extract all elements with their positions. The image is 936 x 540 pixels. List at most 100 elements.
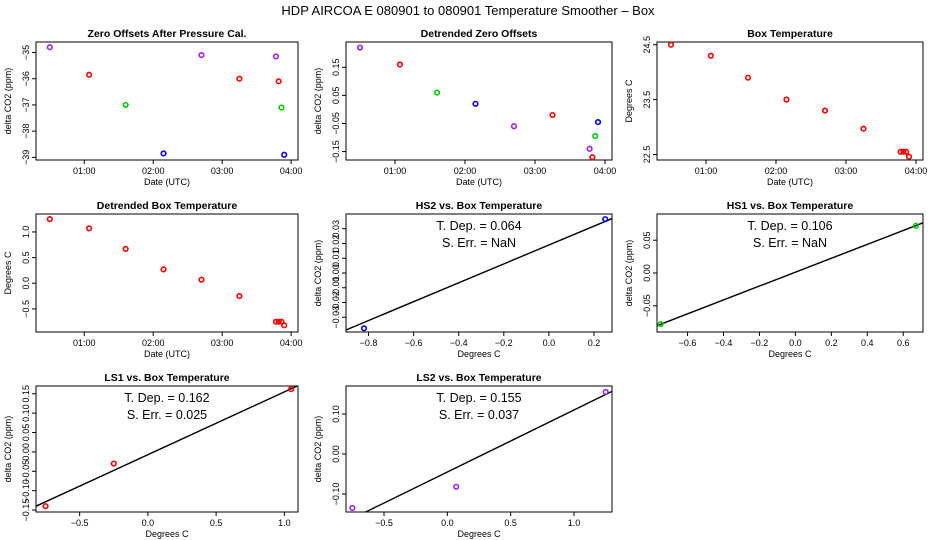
x-tick-label: 03:00 bbox=[835, 166, 858, 176]
x-axis-label: Degrees C bbox=[457, 349, 501, 359]
x-tick-label: 0.2 bbox=[825, 338, 838, 348]
regression-line bbox=[364, 390, 612, 512]
x-tick-label: 0.4 bbox=[861, 338, 874, 348]
x-tick-label: 0.0 bbox=[543, 338, 556, 348]
y-axis-label: delta CO2 (ppm) bbox=[3, 68, 13, 135]
y-axis-label: delta CO2 (ppm) bbox=[3, 416, 13, 483]
x-tick-label: 01:00 bbox=[73, 166, 96, 176]
data-point bbox=[602, 216, 609, 223]
y-tick-label: −35 bbox=[21, 45, 31, 60]
x-tick-label: 04:00 bbox=[280, 166, 303, 176]
x-axis-label: Degrees C bbox=[457, 529, 501, 539]
y-tick-label: 0.05 bbox=[331, 87, 341, 105]
regression-line bbox=[657, 222, 923, 327]
data-point bbox=[900, 148, 907, 155]
x-tick-label: 0.5 bbox=[504, 518, 517, 528]
y-axis-label: delta CO2 (ppm) bbox=[313, 68, 323, 135]
chart-p6: HS1 vs. Box Temperature −0.6 −0.4 −0.2 0.0 0.… bbox=[624, 200, 924, 359]
chart-p7: LS1 vs. Box Temperature −0.5 0.0 0.5 1.0 −0.1… bbox=[3, 372, 299, 539]
y-tick-label: −0.02 bbox=[331, 291, 341, 314]
y-tick-label: 22.5 bbox=[642, 146, 652, 164]
chart-title: LS2 vs. Box Temperature bbox=[416, 372, 541, 384]
data-point bbox=[288, 386, 295, 393]
data-point bbox=[707, 52, 715, 59]
y-tick-label: −0.01 bbox=[331, 276, 341, 299]
x-tick-label: −0.2 bbox=[495, 338, 513, 348]
x-tick-label: −0.6 bbox=[405, 338, 423, 348]
data-point bbox=[433, 89, 441, 96]
data-point bbox=[160, 266, 167, 273]
x-axis-label: Date (UTC) bbox=[144, 349, 190, 359]
y-tick-label: −39 bbox=[21, 150, 31, 165]
plot-frame bbox=[345, 41, 613, 161]
x-tick-label: 1.0 bbox=[568, 518, 581, 528]
data-point bbox=[592, 133, 599, 140]
x-tick-label: −0.8 bbox=[360, 338, 378, 348]
data-point bbox=[275, 78, 282, 85]
x-tick-label: −0.6 bbox=[679, 338, 697, 348]
regression-line bbox=[346, 217, 612, 331]
data-point bbox=[783, 96, 790, 103]
chart-p8: LS2 vs. Box Temperature −0.5 0.0 0.5 1.0 −0.1… bbox=[313, 372, 613, 539]
y-tick-label: 0.02 bbox=[331, 235, 341, 253]
y-tick-label: −0.10 bbox=[21, 479, 31, 502]
x-tick-label: 02:00 bbox=[765, 166, 788, 176]
chart-title: Detrended Zero Offsets bbox=[421, 28, 538, 40]
data-point bbox=[46, 216, 53, 223]
x-tick-label: 01:00 bbox=[695, 166, 718, 176]
y-tick-label: 0.0 bbox=[21, 277, 31, 290]
x-tick-label: 04:00 bbox=[905, 166, 928, 176]
x-tick-label: 01:00 bbox=[384, 166, 407, 176]
data-point bbox=[905, 153, 913, 160]
y-tick-label: −0.10 bbox=[331, 483, 341, 506]
chart-title: Zero Offsets After Pressure Cal. bbox=[88, 28, 247, 40]
data-point bbox=[85, 225, 93, 232]
data-point bbox=[360, 325, 368, 332]
y-tick-label: 0.05 bbox=[642, 231, 652, 249]
chart-title: Box Temperature bbox=[747, 28, 833, 40]
data-point bbox=[272, 318, 280, 325]
annotation-t-dep: T. Dep. = 0.106 bbox=[747, 219, 832, 233]
data-point bbox=[549, 111, 556, 119]
chart-title: HS1 vs. Box Temperature bbox=[727, 200, 854, 212]
chart-p1: Zero Offsets After Pressure Cal. 01:00 02:… bbox=[3, 28, 302, 187]
y-axis-label: delta CO2 (ppm) bbox=[624, 240, 634, 307]
x-tick-label: −0.2 bbox=[751, 338, 769, 348]
data-point bbox=[42, 503, 49, 510]
x-tick-label: −0.5 bbox=[375, 518, 393, 528]
x-tick-label: 02:00 bbox=[142, 338, 165, 348]
y-axis-label: delta CO2 (ppm) bbox=[313, 240, 323, 307]
y-tick-label: 0.05 bbox=[21, 424, 31, 442]
data-point bbox=[198, 52, 205, 59]
chart-p5: HS2 vs. Box Temperature −0.8 −0.6 −0.4 −0.2 0… bbox=[313, 200, 613, 359]
data-point bbox=[349, 504, 356, 512]
data-point bbox=[594, 118, 602, 126]
x-tick-label: −0.5 bbox=[71, 518, 89, 528]
data-point bbox=[860, 125, 867, 132]
chart-p3: Box Temperature 01:00 02:00 03:00 04:00 22.5 2… bbox=[624, 28, 927, 187]
data-point bbox=[356, 44, 364, 51]
data-point bbox=[821, 107, 829, 114]
data-point bbox=[281, 322, 288, 329]
y-axis-label: Degrees C bbox=[3, 251, 13, 295]
y-tick-label: 0.01 bbox=[331, 249, 341, 267]
data-point bbox=[589, 154, 596, 161]
data-point bbox=[903, 148, 910, 155]
y-tick-label: 0.10 bbox=[21, 404, 31, 422]
plot-frame bbox=[35, 213, 299, 333]
y-tick-label: −0.15 bbox=[331, 140, 341, 163]
x-tick-label: 0.0 bbox=[142, 518, 155, 528]
y-tick-label: −37 bbox=[21, 97, 31, 112]
y-tick-label: −0.03 bbox=[331, 306, 341, 329]
chart-title: HS2 vs. Box Temperature bbox=[416, 200, 543, 212]
x-axis-label: Degrees C bbox=[768, 349, 812, 359]
plot-frame bbox=[656, 41, 924, 161]
data-point bbox=[236, 75, 243, 82]
x-tick-label: 02:00 bbox=[454, 166, 477, 176]
chart-p4: Detrended Box Temperature 01:00 02:00 03:00… bbox=[3, 200, 302, 359]
data-point bbox=[586, 145, 593, 152]
y-tick-label: −0.05 bbox=[21, 460, 31, 483]
x-tick-label: 03:00 bbox=[211, 338, 234, 348]
chart-title: LS1 vs. Box Temperature bbox=[104, 372, 229, 384]
